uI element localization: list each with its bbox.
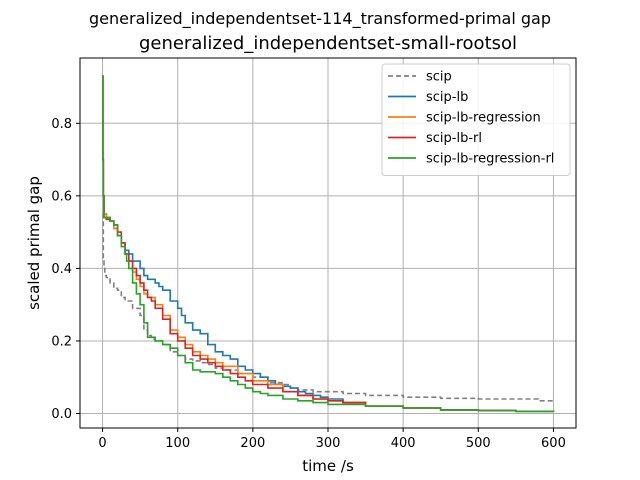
x-tick-label: 100 — [165, 436, 190, 451]
legend-label-scip-lb: scip-lb — [426, 90, 468, 105]
legend: scip scip-lb scip-lb-regression scip-lb-rl s… — [381, 63, 571, 176]
x-tick-label: 200 — [240, 436, 265, 451]
legend-box — [381, 63, 571, 176]
y-axis-label: scaled primal gap — [25, 176, 43, 310]
y-tick-label: 0.6 — [51, 189, 72, 204]
chart-suptitle: generalized_independentset-114_transform… — [89, 9, 551, 29]
legend-label-scip-lb-regression: scip-lb-regression — [426, 111, 541, 126]
axis-ticks: 0 100 200 300 400 500 600 0.0 0.2 0.4 0.6 0.8 — [51, 117, 566, 451]
x-tick-label: 300 — [316, 436, 341, 451]
x-tick-label: 0 — [98, 436, 106, 451]
x-tick-label: 600 — [541, 436, 566, 451]
legend-label-scip-lb-rl: scip-lb-rl — [426, 131, 482, 146]
x-axis-label: time /s — [302, 457, 354, 475]
series-line-scip-lb-regression-rl — [102, 75, 555, 413]
series-layer — [102, 75, 555, 413]
x-tick-label: 500 — [466, 436, 491, 451]
y-tick-label: 0.8 — [51, 117, 72, 132]
x-tick-label: 400 — [391, 436, 416, 451]
y-tick-label: 0.0 — [51, 407, 72, 422]
legend-label-scip-lb-regression-rl: scip-lb-regression-rl — [426, 152, 554, 167]
series-line-scip — [102, 213, 555, 402]
chart-title: generalized_independentset-small-rootsol — [139, 33, 517, 54]
y-tick-label: 0.4 — [51, 262, 72, 277]
y-tick-label: 0.2 — [51, 334, 72, 349]
legend-label-scip: scip — [426, 70, 452, 85]
